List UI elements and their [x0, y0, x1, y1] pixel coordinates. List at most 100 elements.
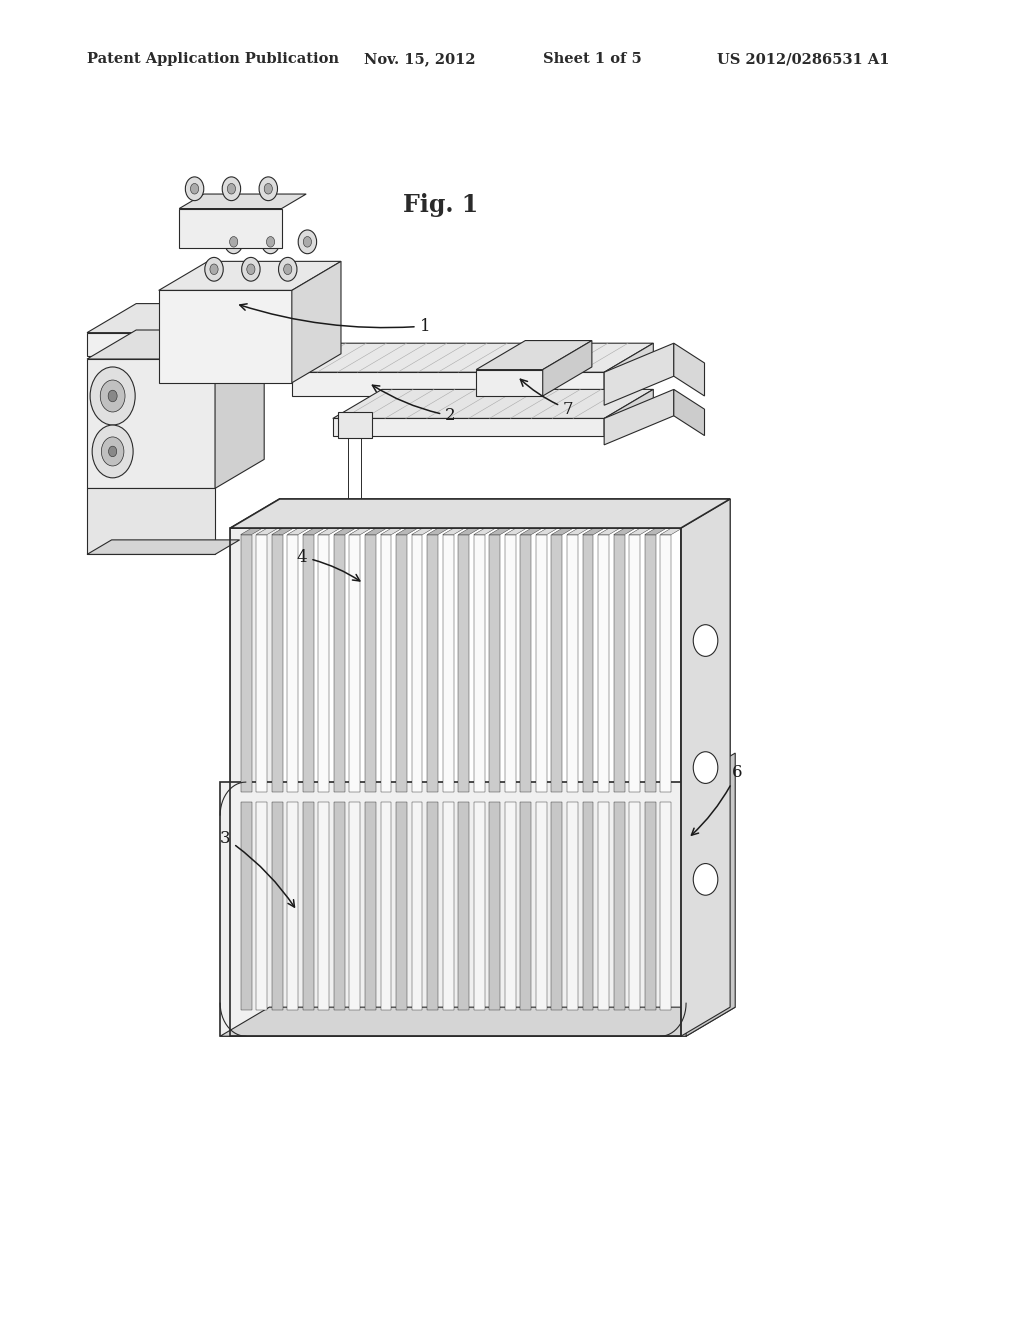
Polygon shape: [334, 535, 345, 792]
Polygon shape: [613, 535, 625, 792]
Text: Sheet 1 of 5: Sheet 1 of 5: [543, 53, 641, 66]
Circle shape: [227, 183, 236, 194]
Polygon shape: [271, 803, 283, 1010]
Polygon shape: [303, 520, 338, 535]
Polygon shape: [349, 535, 360, 792]
Circle shape: [190, 183, 199, 194]
Text: Nov. 15, 2012: Nov. 15, 2012: [364, 53, 475, 66]
Polygon shape: [412, 803, 423, 1010]
Polygon shape: [396, 803, 407, 1010]
Circle shape: [109, 446, 117, 457]
Circle shape: [261, 230, 280, 253]
Polygon shape: [292, 261, 341, 383]
Polygon shape: [288, 535, 298, 792]
Polygon shape: [489, 803, 500, 1010]
Text: 6: 6: [691, 764, 742, 836]
Polygon shape: [489, 535, 500, 792]
Polygon shape: [604, 343, 674, 405]
Polygon shape: [318, 803, 330, 1010]
Polygon shape: [338, 412, 372, 438]
Polygon shape: [179, 194, 306, 209]
Polygon shape: [681, 499, 730, 1036]
Polygon shape: [567, 520, 602, 535]
Circle shape: [264, 183, 272, 194]
Circle shape: [303, 236, 311, 247]
Polygon shape: [230, 499, 280, 1036]
Polygon shape: [505, 803, 516, 1010]
Polygon shape: [87, 304, 208, 333]
Polygon shape: [598, 803, 609, 1010]
Polygon shape: [536, 535, 547, 792]
Polygon shape: [256, 803, 267, 1010]
Polygon shape: [365, 803, 376, 1010]
Text: 3: 3: [220, 830, 295, 907]
Polygon shape: [674, 389, 705, 436]
Polygon shape: [271, 520, 307, 535]
Polygon shape: [427, 520, 463, 535]
Polygon shape: [520, 520, 556, 535]
Polygon shape: [474, 520, 509, 535]
Circle shape: [279, 257, 297, 281]
Polygon shape: [241, 535, 252, 792]
Text: US 2012/0286531 A1: US 2012/0286531 A1: [717, 53, 889, 66]
Circle shape: [92, 425, 133, 478]
Polygon shape: [660, 535, 671, 792]
Polygon shape: [159, 304, 208, 356]
Polygon shape: [292, 372, 604, 396]
Polygon shape: [333, 389, 653, 418]
Polygon shape: [256, 520, 292, 535]
Polygon shape: [220, 781, 686, 1036]
Circle shape: [298, 230, 316, 253]
Polygon shape: [476, 341, 592, 370]
Polygon shape: [674, 343, 705, 396]
Polygon shape: [536, 803, 547, 1010]
Polygon shape: [303, 535, 313, 792]
Text: 1: 1: [240, 304, 430, 334]
Polygon shape: [629, 535, 640, 792]
Circle shape: [693, 752, 718, 784]
Polygon shape: [505, 535, 516, 792]
Polygon shape: [442, 803, 454, 1010]
Circle shape: [222, 177, 241, 201]
Polygon shape: [87, 359, 215, 488]
Polygon shape: [87, 540, 240, 554]
Circle shape: [185, 177, 204, 201]
Polygon shape: [230, 499, 730, 528]
Polygon shape: [645, 535, 655, 792]
Circle shape: [693, 863, 718, 895]
Polygon shape: [520, 535, 531, 792]
Text: 4: 4: [297, 549, 359, 581]
Polygon shape: [288, 520, 323, 535]
Circle shape: [259, 177, 278, 201]
Circle shape: [266, 236, 274, 247]
Polygon shape: [396, 535, 407, 792]
Polygon shape: [459, 535, 469, 792]
Polygon shape: [381, 535, 391, 792]
Polygon shape: [349, 520, 385, 535]
Polygon shape: [459, 520, 494, 535]
Polygon shape: [645, 803, 655, 1010]
Text: Patent Application Publication: Patent Application Publication: [87, 53, 339, 66]
Circle shape: [90, 367, 135, 425]
Polygon shape: [604, 389, 674, 445]
Polygon shape: [604, 343, 653, 396]
Circle shape: [247, 264, 255, 275]
Polygon shape: [292, 343, 653, 372]
Polygon shape: [629, 803, 640, 1010]
Polygon shape: [241, 520, 276, 535]
Polygon shape: [613, 803, 625, 1010]
Polygon shape: [489, 520, 524, 535]
Polygon shape: [381, 520, 416, 535]
Polygon shape: [442, 535, 454, 792]
Polygon shape: [459, 803, 469, 1010]
Polygon shape: [427, 535, 438, 792]
Circle shape: [100, 380, 125, 412]
Polygon shape: [303, 803, 313, 1010]
Polygon shape: [230, 1007, 730, 1036]
Circle shape: [210, 264, 218, 275]
Polygon shape: [520, 803, 531, 1010]
Polygon shape: [87, 333, 159, 356]
Polygon shape: [645, 520, 680, 535]
Circle shape: [101, 437, 124, 466]
Polygon shape: [179, 209, 282, 248]
